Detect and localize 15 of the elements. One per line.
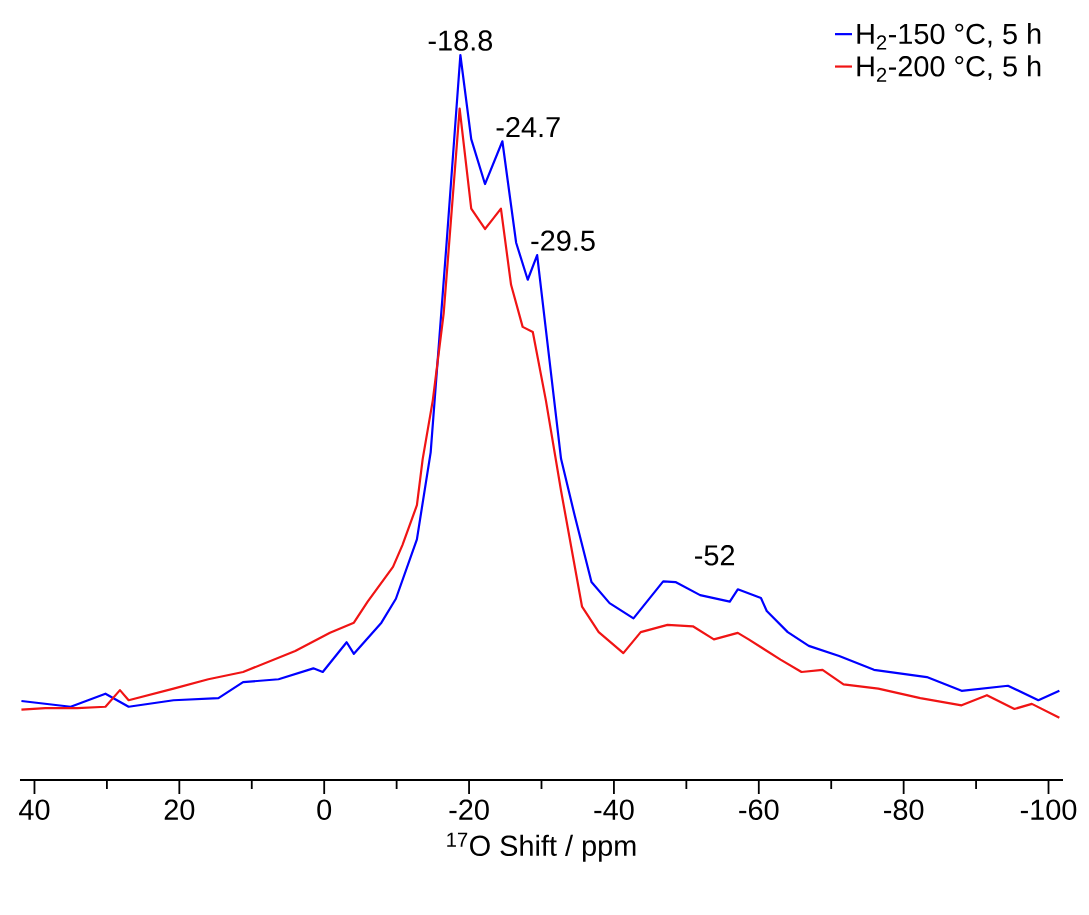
annotation: -29.5 — [531, 230, 595, 251]
x-tick-label: -80 — [884, 799, 924, 820]
annotation: -24.7 — [496, 116, 560, 138]
x-axis-title: $^{17}$O Shift / ppm — [447, 832, 636, 862]
x-tick-label: -40 — [594, 799, 634, 820]
legend-label: H$_{2}$-200 °C, 5 h — [857, 55, 1041, 82]
x-tick-label: 0 — [317, 799, 332, 820]
x-tick-label: -60 — [739, 799, 779, 820]
legend-label: H$_{2}$-150 °C, 5 h — [857, 22, 1041, 50]
annotation: -52 — [695, 545, 735, 566]
x-tick-label: -20 — [449, 799, 489, 820]
x-tick-label: 20 — [164, 799, 195, 820]
x-tick-label: -100 — [1020, 799, 1077, 820]
annotation: -18.8 — [428, 30, 493, 51]
x-tick-label: 40 — [19, 799, 50, 820]
